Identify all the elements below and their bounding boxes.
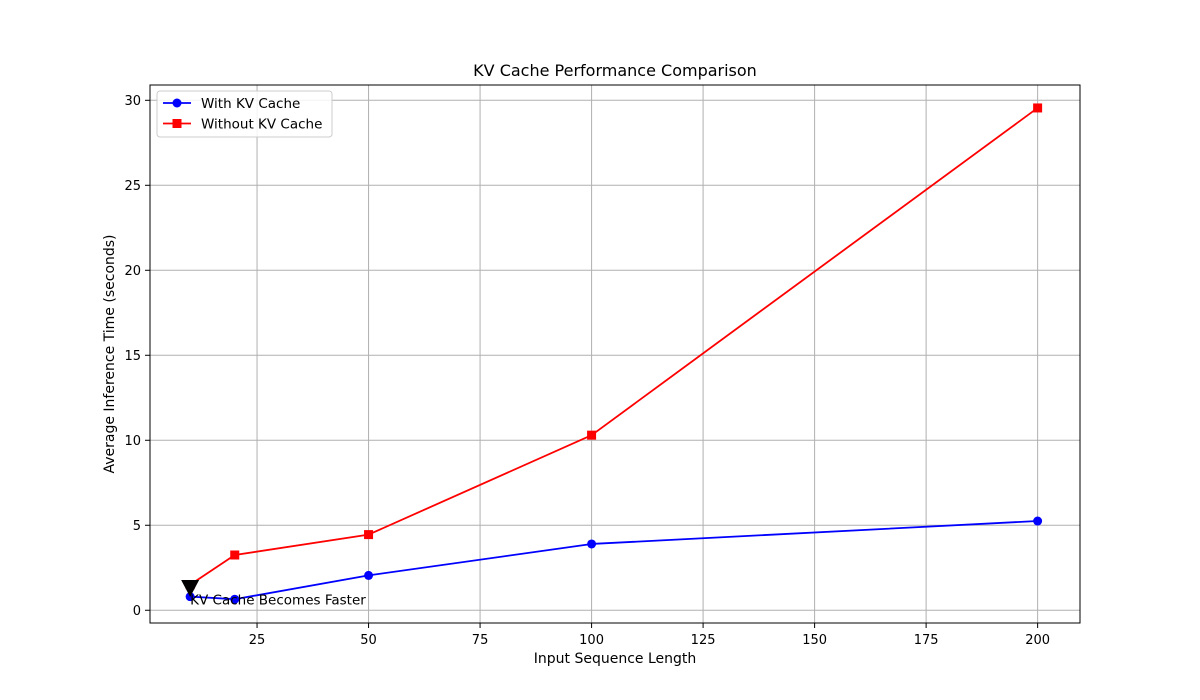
x-tick-label: 175 [914,633,939,648]
legend-marker [172,98,182,108]
legend-item: Without KV Cache [163,117,322,133]
y-tick-label: 30 [124,94,141,109]
data-point [230,550,240,560]
x-tick-label: 200 [1025,633,1050,648]
x-tick-label: 125 [691,633,716,648]
y-tick-label: 0 [133,604,141,619]
y-tick-label: 10 [124,434,141,449]
legend-label: With KV Cache [201,96,300,112]
series-layer [185,103,1043,604]
x-tick-label: 150 [802,633,827,648]
x-axis-ticks: 25 50 75 100 125 150 175 200 [249,623,1050,648]
chart-title: KV Cache Performance Comparison [473,61,757,80]
legend-box [156,90,333,138]
series-0 [185,516,1043,604]
y-axis-label: Average Inference Time (seconds) [102,234,118,473]
plot-frame [149,84,1081,624]
annotation-marker [181,580,200,598]
data-point [1033,103,1043,113]
x-axis-label: Input Sequence Length [534,651,697,667]
data-point [364,570,374,580]
y-tick-label: 5 [133,519,141,534]
legend-label: Without KV Cache [201,117,322,133]
x-tick-label: 25 [249,633,266,648]
y-tick-label: 25 [124,179,141,194]
legend-marker [172,119,182,128]
x-tick-label: 50 [360,633,377,648]
data-point [587,539,597,549]
x-tick-label: 100 [579,633,604,648]
annotation-layer: KV Cache Becomes Faster [181,580,366,609]
grid-lines [150,85,1080,623]
legend-item: With KV Cache [163,96,300,112]
annotation-label: KV Cache Becomes Faster [190,593,366,609]
x-tick-label: 75 [472,633,489,648]
y-axis-ticks: 0 5 10 15 20 25 30 [124,94,150,619]
legend: With KV Cache Without KV Cache [156,90,333,138]
data-point [230,594,240,604]
data-point [364,530,374,540]
data-point [587,430,597,440]
y-tick-label: 15 [124,349,141,364]
data-point [1033,516,1043,526]
y-tick-label: 20 [124,264,141,279]
